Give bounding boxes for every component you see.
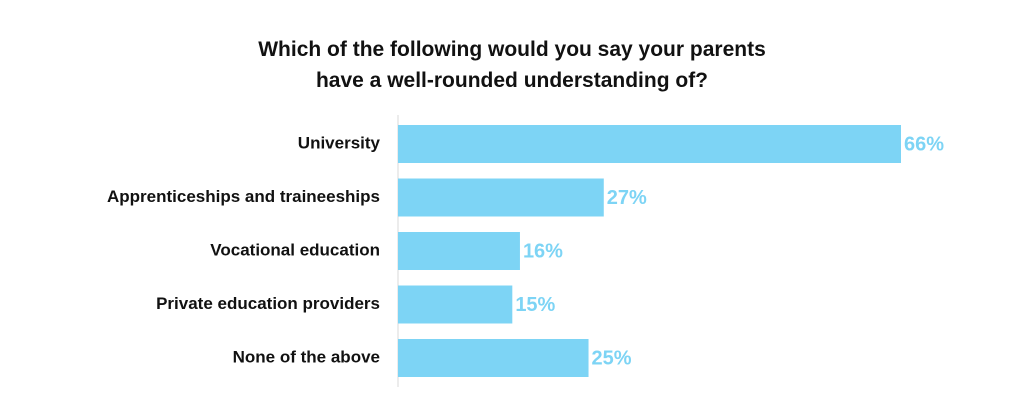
category-label: Private education providers [156, 294, 380, 313]
bar [398, 125, 901, 163]
category-label: University [298, 133, 381, 152]
chart-title: Which of the following would you say you… [0, 34, 1024, 96]
data-label: 27% [607, 187, 647, 209]
data-label: 16% [523, 240, 563, 262]
chart-title-line-1: Which of the following would you say you… [258, 38, 766, 61]
category-label: Apprenticeships and traineeships [107, 187, 380, 206]
data-label: 15% [515, 294, 555, 316]
data-label: 25% [592, 347, 632, 369]
category-label: Vocational education [210, 240, 380, 259]
bar [398, 339, 589, 377]
data-label: 66% [904, 133, 944, 155]
category-label: None of the above [233, 347, 380, 366]
bar [398, 285, 513, 324]
chart-title-line-2: have a well-rounded understanding of? [315, 69, 709, 92]
bar [398, 178, 604, 217]
bar [398, 232, 520, 270]
